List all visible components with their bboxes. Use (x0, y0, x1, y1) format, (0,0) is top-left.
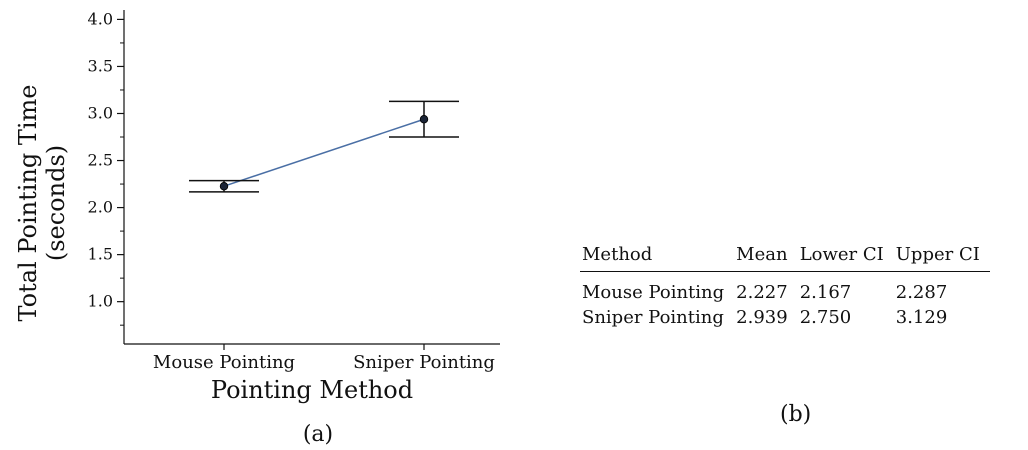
panel-label-b: (b) (780, 402, 812, 427)
col-header-mean: Mean (734, 240, 798, 272)
mean-line (223, 118, 425, 187)
table-header-row: Method Mean Lower CI Upper CI (580, 240, 990, 272)
x-tick-label: Mouse Pointing (153, 352, 295, 373)
x-axis-title: Pointing Method (211, 376, 413, 404)
table-row: Mouse Pointing 2.227 2.167 2.287 (580, 272, 990, 305)
y-tick-label: 4.0 (88, 9, 113, 28)
x-axis: Mouse Pointing Sniper Pointing (124, 343, 500, 373)
cell-mean: 2.939 (736, 307, 788, 328)
y-tick-label: 2.5 (88, 151, 113, 170)
cell-method: Mouse Pointing (582, 282, 725, 303)
y-axis: 1.0 1.5 2.0 2.5 3.0 3.5 4.0 (88, 9, 125, 344)
stats-table-panel: Method Mean Lower CI Upper CI Mouse Poin… (580, 240, 1028, 329)
y-axis-title-line-1: Total Pointing Time (14, 84, 42, 321)
mean-point (219, 182, 229, 191)
ci-plot: 1.0 1.5 2.0 2.5 3.0 3.5 4.0 Mouse Pointing Snip… (14, 9, 500, 447)
y-tick-label: 2.0 (88, 198, 113, 217)
x-tick-label: Sniper Pointing (353, 352, 495, 373)
cell-lower-ci: 2.750 (799, 307, 852, 328)
y-axis-title-line-2: (seconds) (42, 145, 70, 261)
cell-method: Sniper Pointing (582, 307, 724, 328)
y-tick-label: 3.0 (88, 103, 113, 122)
cell-mean: 2.227 (736, 282, 788, 303)
col-header-lower-ci: Lower CI (797, 240, 894, 272)
stats-table: Method Mean Lower CI Upper CI Mouse Poin… (580, 240, 990, 329)
table-row: Sniper Pointing 2.939 2.750 3.129 (580, 304, 990, 329)
y-tick-label: 3.5 (88, 56, 113, 75)
panel-label-a: (a) (303, 422, 333, 447)
cell-upper-ci: 2.287 (895, 282, 948, 303)
y-tick-label: 1.5 (88, 245, 113, 264)
series-layer (189, 100, 459, 193)
cell-upper-ci: 3.129 (895, 307, 948, 328)
cell-lower-ci: 2.167 (799, 282, 852, 303)
y-tick-label: 1.0 (88, 292, 113, 311)
mean-point (419, 115, 429, 124)
col-header-method: Method (580, 240, 735, 272)
col-header-upper-ci: Upper CI (893, 240, 990, 272)
